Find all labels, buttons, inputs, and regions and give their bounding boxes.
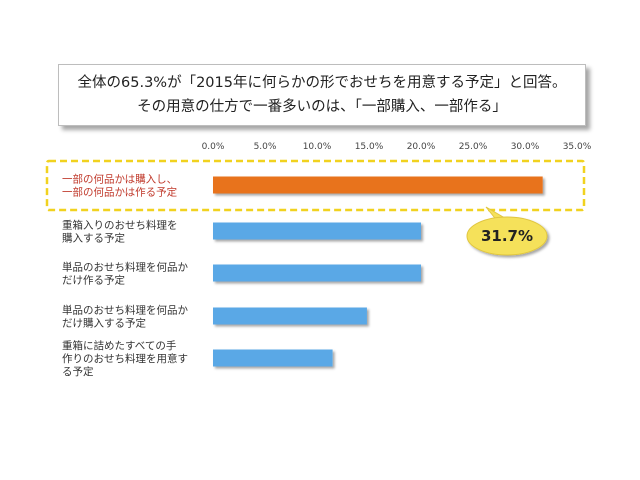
chart-title-line-1: 全体の65.3%が「2015年に何らかの形でおせちを用意する予定」と回答。 xyxy=(77,75,567,91)
bar xyxy=(213,264,421,282)
category-label: 作りのおせち料理を用意す xyxy=(62,352,188,365)
chart-title-line-2: その用意の仕方で一番多いのは、「一部購入、一部作る」 xyxy=(137,99,507,115)
category-label: だけ購入する予定 xyxy=(62,317,146,330)
category-label: 単品のおせち料理を何品か xyxy=(62,261,188,274)
category-label: 購入する予定 xyxy=(62,232,125,245)
bar xyxy=(213,222,421,240)
x-tick-label: 20.0% xyxy=(407,142,436,152)
category-label: 重箱に詰めたすべての手 xyxy=(62,339,176,352)
callout-bubble xyxy=(466,216,548,256)
category-label: る予定 xyxy=(62,365,94,378)
bar xyxy=(213,307,367,325)
bar xyxy=(213,176,543,194)
category-label: 重箱入りのおせち料理を xyxy=(62,219,178,232)
x-tick-label: 10.0% xyxy=(303,142,332,152)
callout-value-label: 31.7% xyxy=(481,227,533,245)
bar xyxy=(213,349,333,367)
x-tick-label: 15.0% xyxy=(355,142,384,152)
x-tick-label: 5.0% xyxy=(254,142,277,152)
category-label: だけ作る予定 xyxy=(62,274,125,287)
x-tick-label: 35.0% xyxy=(563,142,592,152)
x-tick-label: 30.0% xyxy=(511,142,540,152)
highlight-box xyxy=(45,159,586,212)
chart-title-box: 全体の65.3%が「2015年に何らかの形でおせちを用意する予定」と回答。 その… xyxy=(58,64,586,126)
x-tick-label: 0.0% xyxy=(202,142,225,152)
category-label: 一部の何品かは作る予定 xyxy=(62,186,178,199)
category-label: 一部の何品かは購入し、 xyxy=(62,173,177,186)
x-tick-label: 25.0% xyxy=(459,142,488,152)
category-label: 単品のおせち料理を何品か xyxy=(62,304,188,317)
